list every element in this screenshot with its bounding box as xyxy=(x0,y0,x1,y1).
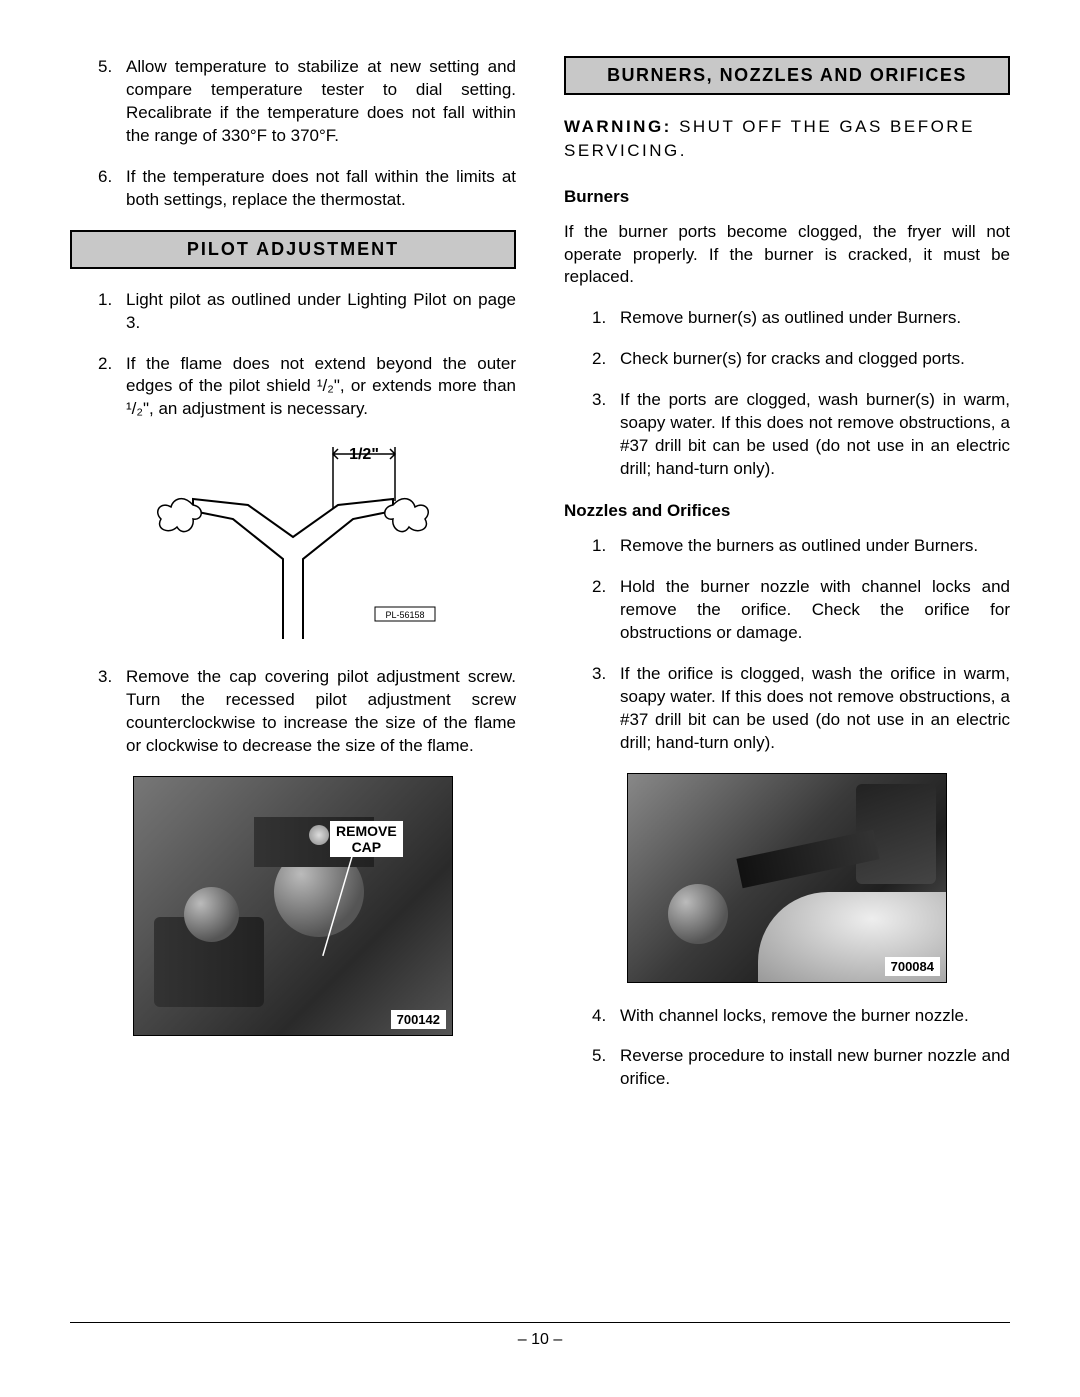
top-continued-list: 5. Allow temperature to stabilize at new… xyxy=(70,56,516,212)
item-number: 2. xyxy=(592,576,620,645)
item-number: 6. xyxy=(98,166,126,212)
item-number: 1. xyxy=(592,307,620,330)
photo-callout-remove-cap: REMOVECAP xyxy=(330,821,403,857)
list-item: 1. Light pilot as outlined under Lightin… xyxy=(98,289,516,335)
diagram-measure-label: 1/2" xyxy=(349,446,379,463)
page-number: – 10 – xyxy=(518,1331,562,1348)
item-text: Allow temperature to stabilize at new se… xyxy=(126,56,516,148)
pilot-diagram-svg: 1/2" PL-56158 xyxy=(133,439,453,639)
section-heading-burners: BURNERS, NOZZLES AND ORIFICES xyxy=(564,56,1010,95)
subhead-burners: Burners xyxy=(564,187,1010,207)
burners-paragraph: If the burner ports become clogged, the … xyxy=(564,221,1010,290)
list-item: 2. Hold the burner nozzle with channel l… xyxy=(592,576,1010,645)
item-number: 2. xyxy=(592,348,620,371)
photo-shapes xyxy=(628,774,946,982)
nozzle-photo: 700084 xyxy=(627,773,947,983)
list-item: 5. Reverse procedure to install new burn… xyxy=(592,1045,1010,1091)
pilot-list-b: 3. Remove the cap covering pilot adjustm… xyxy=(70,666,516,758)
nozzles-list-a: 1. Remove the burners as outlined under … xyxy=(564,535,1010,755)
list-item: 2. If the flame does not extend beyond t… xyxy=(98,353,516,422)
list-item: 1. Remove the burners as outlined under … xyxy=(592,535,1010,558)
item-text: If the ports are clogged, wash burner(s)… xyxy=(620,389,1010,481)
item-text: Remove the cap covering pilot adjustment… xyxy=(126,666,516,758)
right-column: BURNERS, NOZZLES AND ORIFICES WARNING: S… xyxy=(564,56,1010,1109)
page-footer: – 10 – xyxy=(70,1322,1010,1349)
list-item: 1. Remove burner(s) as outlined under Bu… xyxy=(592,307,1010,330)
item-number: 5. xyxy=(98,56,126,148)
item-number: 2. xyxy=(98,353,126,422)
subhead-nozzles: Nozzles and Orifices xyxy=(564,501,1010,521)
list-item: 3. If the ports are clogged, wash burner… xyxy=(592,389,1010,481)
left-column: 5. Allow temperature to stabilize at new… xyxy=(70,56,516,1109)
item-number: 3. xyxy=(592,389,620,481)
photo-shapes xyxy=(134,777,452,1035)
list-item: 2. Check burner(s) for cracks and clogge… xyxy=(592,348,1010,371)
list-item: 3. Remove the cap covering pilot adjustm… xyxy=(98,666,516,758)
section-heading-pilot-adjustment: PILOT ADJUSTMENT xyxy=(70,230,516,269)
item-number: 1. xyxy=(592,535,620,558)
item-text: Reverse procedure to install new burner … xyxy=(620,1045,1010,1091)
item-number: 3. xyxy=(98,666,126,758)
burners-list: 1. Remove burner(s) as outlined under Bu… xyxy=(564,307,1010,481)
nozzles-list-b: 4. With channel locks, remove the burner… xyxy=(564,1005,1010,1092)
item-text: Check burner(s) for cracks and clogged p… xyxy=(620,348,1010,371)
item-number: 1. xyxy=(98,289,126,335)
warning-line: WARNING: SHUT OFF THE GAS BEFORE SERVICI… xyxy=(564,115,1010,163)
photo-fig-number: 700142 xyxy=(391,1010,446,1029)
item-text: Hold the burner nozzle with channel lock… xyxy=(620,576,1010,645)
item-text: If the temperature does not fall within … xyxy=(126,166,516,212)
item-text: Remove the burners as outlined under Bur… xyxy=(620,535,1010,558)
photo-fig-number: 700084 xyxy=(885,957,940,976)
item-text: With channel locks, remove the burner no… xyxy=(620,1005,1010,1028)
pilot-flame-diagram: 1/2" PL-56158 xyxy=(70,439,516,644)
diagram-fig-number: PL-56158 xyxy=(385,610,424,620)
item-number: 5. xyxy=(592,1045,620,1091)
warning-label: WARNING: xyxy=(564,117,672,136)
list-item: 4. With channel locks, remove the burner… xyxy=(592,1005,1010,1028)
list-item: 3. If the orifice is clogged, wash the o… xyxy=(592,663,1010,755)
item-number: 3. xyxy=(592,663,620,755)
item-text: Light pilot as outlined under Lighting P… xyxy=(126,289,516,335)
list-item: 5. Allow temperature to stabilize at new… xyxy=(98,56,516,148)
item-text: Remove burner(s) as outlined under Burne… xyxy=(620,307,1010,330)
pilot-list-a: 1. Light pilot as outlined under Lightin… xyxy=(70,289,516,422)
pilot-adjust-photo: REMOVECAP 700142 xyxy=(133,776,453,1036)
item-text: If the flame does not extend beyond the … xyxy=(126,353,516,422)
two-column-layout: 5. Allow temperature to stabilize at new… xyxy=(70,56,1010,1109)
item-text: If the orifice is clogged, wash the orif… xyxy=(620,663,1010,755)
item-number: 4. xyxy=(592,1005,620,1028)
list-item: 6. If the temperature does not fall with… xyxy=(98,166,516,212)
